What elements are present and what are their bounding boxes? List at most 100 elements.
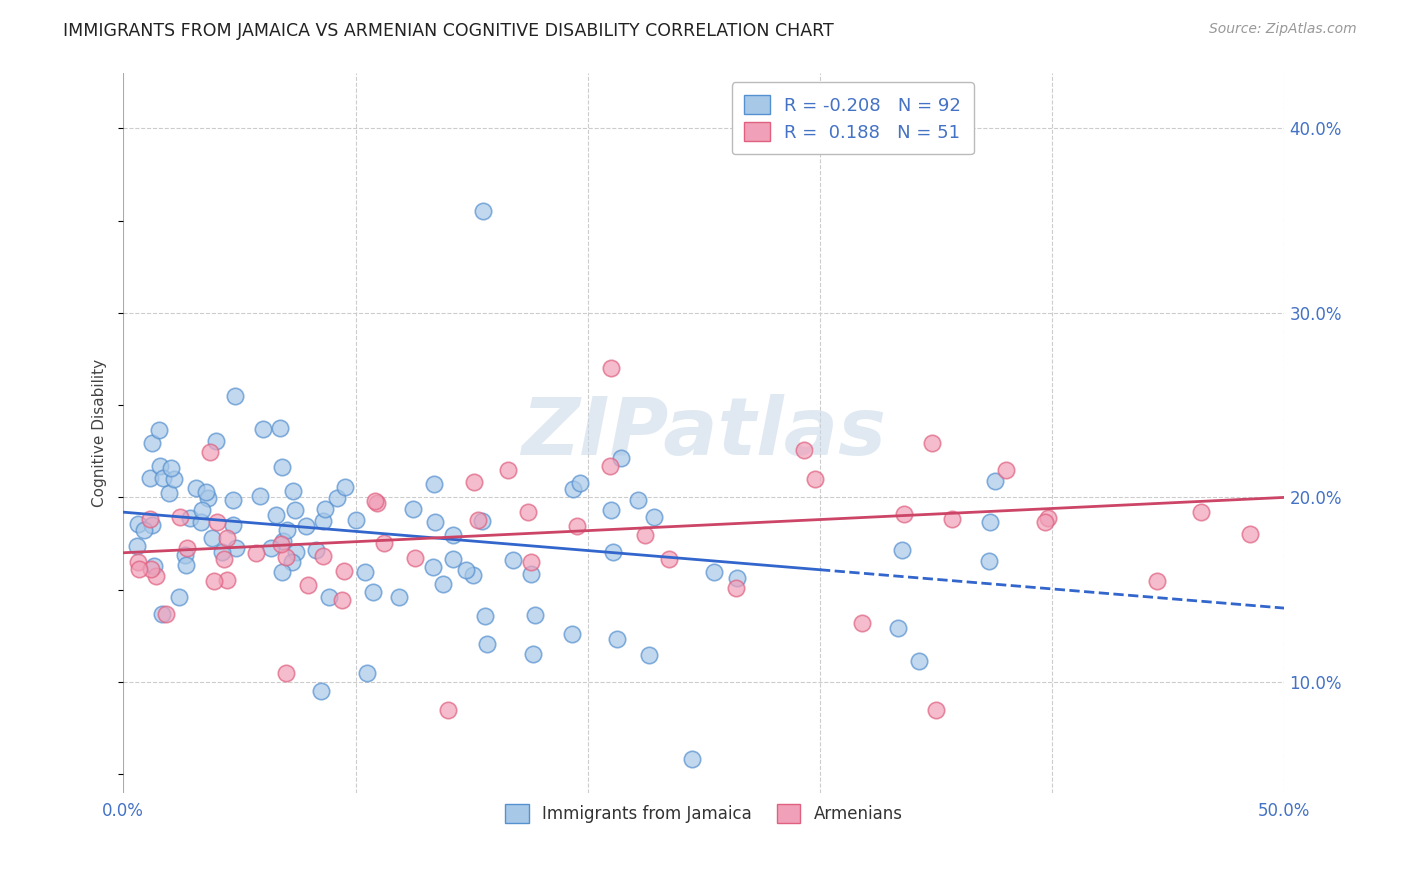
Point	[150, 607, 173, 621]
Point	[222, 518, 245, 533]
Point	[252, 422, 274, 436]
Point	[222, 492, 245, 507]
Point	[173, 548, 195, 562]
Point	[149, 458, 172, 473]
Point	[190, 515, 212, 529]
Point	[148, 424, 170, 438]
Point	[127, 555, 149, 569]
Point	[249, 490, 271, 504]
Point	[163, 472, 186, 486]
Point	[602, 545, 624, 559]
Point	[979, 515, 1001, 529]
Point	[422, 559, 444, 574]
Point	[599, 459, 621, 474]
Point	[142, 558, 165, 573]
Point	[314, 501, 336, 516]
Point	[191, 503, 214, 517]
Point	[606, 632, 628, 646]
Point	[225, 541, 247, 555]
Text: ZIPatlas: ZIPatlas	[522, 393, 886, 472]
Point	[295, 519, 318, 533]
Point	[274, 665, 297, 680]
Point	[423, 477, 446, 491]
Point	[658, 552, 681, 566]
Text: Source: ZipAtlas.com: Source: ZipAtlas.com	[1209, 22, 1357, 37]
Point	[724, 582, 747, 596]
Point	[155, 607, 177, 621]
Point	[441, 527, 464, 541]
Point	[565, 518, 588, 533]
Point	[139, 562, 162, 576]
Point	[224, 389, 246, 403]
Point	[270, 537, 292, 551]
Point	[467, 513, 489, 527]
Point	[139, 511, 162, 525]
Point	[502, 552, 524, 566]
Point	[477, 637, 499, 651]
Point	[312, 549, 335, 563]
Point	[600, 503, 623, 517]
Point	[276, 523, 298, 537]
Point	[245, 546, 267, 560]
Point	[325, 491, 347, 506]
Point	[271, 565, 294, 579]
Point	[637, 648, 659, 662]
Point	[600, 361, 623, 376]
Point	[186, 481, 208, 495]
Point	[610, 451, 633, 466]
Point	[703, 565, 725, 579]
Point	[260, 541, 283, 556]
Point	[725, 571, 748, 585]
Point	[366, 496, 388, 510]
Point	[139, 471, 162, 485]
Point	[269, 421, 291, 435]
Point	[994, 463, 1017, 477]
Point	[522, 647, 544, 661]
Point	[627, 493, 650, 508]
Point	[297, 578, 319, 592]
Point	[215, 573, 238, 587]
Point	[520, 555, 543, 569]
Point	[285, 545, 308, 559]
Point	[127, 516, 149, 531]
Point	[344, 513, 367, 527]
Point	[890, 543, 912, 558]
Point	[921, 436, 943, 450]
Point	[128, 561, 150, 575]
Point	[134, 524, 156, 538]
Point	[893, 508, 915, 522]
Point	[1239, 527, 1261, 541]
Point	[681, 752, 703, 766]
Point	[908, 654, 931, 668]
Point	[354, 565, 377, 579]
Point	[281, 483, 304, 498]
Point	[305, 542, 328, 557]
Point	[364, 494, 387, 508]
Legend: Immigrants from Jamaica, Armenians: Immigrants from Jamaica, Armenians	[494, 793, 914, 835]
Point	[643, 510, 665, 524]
Point	[423, 515, 446, 529]
Point	[141, 518, 163, 533]
Point	[454, 563, 477, 577]
Point	[167, 590, 190, 604]
Point	[356, 665, 378, 680]
Point	[361, 585, 384, 599]
Point	[404, 551, 426, 566]
Point	[402, 501, 425, 516]
Point	[202, 574, 225, 589]
Point	[318, 591, 340, 605]
Point	[851, 615, 873, 630]
Point	[195, 485, 218, 500]
Point	[214, 551, 236, 566]
Point	[441, 552, 464, 566]
Point	[984, 475, 1007, 489]
Point	[157, 486, 180, 500]
Point	[388, 590, 411, 604]
Point	[160, 461, 183, 475]
Point	[309, 684, 332, 698]
Text: IMMIGRANTS FROM JAMAICA VS ARMENIAN COGNITIVE DISABILITY CORRELATION CHART: IMMIGRANTS FROM JAMAICA VS ARMENIAN COGN…	[63, 22, 834, 40]
Point	[517, 504, 540, 518]
Point	[568, 476, 591, 491]
Point	[176, 541, 198, 555]
Point	[174, 558, 197, 573]
